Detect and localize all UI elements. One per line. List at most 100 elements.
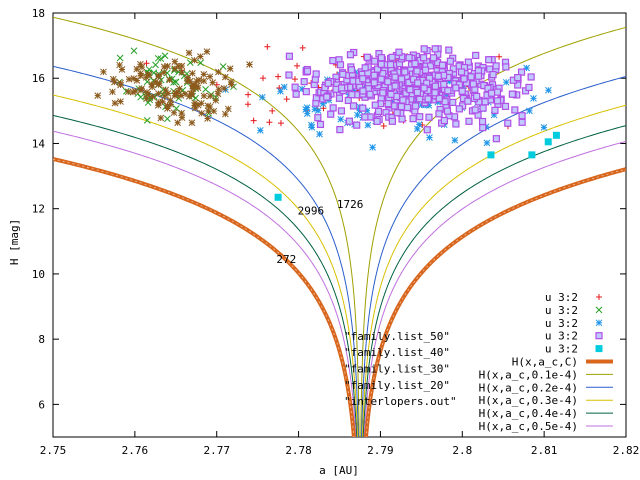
data-point-cross — [161, 52, 169, 60]
data-point-box — [484, 84, 492, 93]
data-point-star — [142, 74, 150, 81]
data-point-box — [425, 113, 433, 121]
data-point-star — [109, 88, 116, 96]
data-point-star — [138, 85, 146, 92]
data-point-star — [178, 62, 186, 70]
data-point-box — [413, 88, 422, 97]
data-point-box — [452, 120, 460, 128]
data-point-star — [144, 90, 152, 98]
legend: u 3:2u 3:2u 3:2u 3:2u 3:2H(x,a_c,C)H(x,a… — [479, 291, 613, 433]
data-point-star — [200, 71, 208, 78]
data-point-box — [411, 102, 420, 110]
data-point-star — [181, 90, 189, 98]
family-file-label: "family.list_20" — [344, 379, 450, 392]
data-point-box — [300, 78, 308, 86]
data-point-filled-box — [487, 151, 495, 159]
data-point-star — [214, 90, 222, 98]
y-tick-label: 12 — [32, 203, 45, 216]
data-point-star — [246, 61, 253, 68]
data-point-star — [117, 98, 124, 105]
data-point-box — [348, 91, 356, 99]
data-point-box — [323, 93, 331, 101]
data-point-star — [143, 95, 150, 102]
data-point-star — [314, 107, 322, 115]
data-point-plus — [277, 120, 284, 127]
x-tick-label: 2.81 — [531, 444, 558, 457]
y-tick-label: 6 — [38, 398, 45, 411]
data-point-star — [159, 98, 166, 106]
data-point-star — [206, 103, 214, 111]
data-point-cross — [152, 61, 159, 69]
data-point-box — [440, 80, 448, 88]
data-point-star — [155, 72, 162, 80]
data-point-star — [184, 74, 192, 81]
data-point-star — [118, 66, 126, 73]
data-point-star — [189, 80, 197, 88]
data-point-filled-box — [544, 138, 552, 146]
data-point-star — [116, 61, 123, 69]
data-point-star — [160, 69, 168, 77]
data-point-star — [200, 92, 208, 100]
data-point-box — [478, 117, 487, 126]
data-point-box — [387, 90, 395, 98]
data-point-box — [359, 87, 367, 95]
data-point-star — [177, 92, 185, 99]
data-point-star — [154, 102, 162, 109]
data-point-star — [316, 130, 323, 138]
data-point-box — [406, 86, 414, 94]
data-point-box — [398, 115, 406, 123]
data-point-plus — [291, 76, 298, 83]
data-point-box — [479, 124, 487, 132]
data-point-box — [339, 70, 347, 78]
data-point-box — [502, 63, 510, 71]
data-point-box — [292, 90, 300, 98]
data-point-star — [200, 77, 208, 85]
data-point-box — [460, 75, 468, 83]
data-point-plus — [264, 43, 271, 50]
data-point-star — [224, 105, 232, 113]
data-point-star — [152, 78, 159, 86]
data-point-star — [298, 85, 306, 93]
data-point-star — [117, 79, 124, 87]
data-point-box — [423, 126, 431, 134]
data-point-star — [157, 114, 165, 122]
data-point-star — [350, 87, 357, 95]
legend-label: H(x,a_c,0.2e-4) — [479, 381, 578, 394]
legend-label: u 3:2 — [545, 317, 578, 330]
data-point-star — [280, 83, 288, 91]
data-point-star — [196, 53, 204, 60]
legend-label: H(x,a_c,0.4e-4) — [479, 407, 578, 420]
data-point-box — [444, 87, 452, 95]
data-point-plus — [275, 73, 282, 80]
data-point-star — [174, 119, 182, 127]
family-file-label: "family.list_50" — [344, 330, 450, 343]
axis-titles: a [AU] H [mag] — [8, 219, 359, 477]
curve-H-5 — [53, 130, 357, 437]
data-point-star — [191, 56, 198, 64]
data-point-box — [393, 109, 401, 117]
curve-H-1 — [53, 16, 360, 437]
data-point-box — [349, 102, 358, 110]
data-point-star — [185, 49, 193, 57]
scatter-points — [94, 43, 560, 201]
data-point-star — [212, 97, 220, 104]
data-point-plus — [266, 119, 273, 126]
data-point-star — [530, 95, 537, 102]
data-point-box — [373, 65, 382, 73]
data-point-box — [361, 64, 369, 72]
data-point-star — [227, 78, 235, 86]
data-point-box — [471, 106, 479, 114]
data-point-star — [363, 107, 371, 115]
data-point-box — [327, 110, 335, 118]
data-point-box — [401, 68, 409, 76]
data-point-box — [469, 80, 477, 88]
data-point-box — [514, 81, 522, 89]
point-labels: 272 2996 1726 "family.list_50" "family.list_… — [276, 198, 456, 408]
data-point-star — [111, 78, 118, 86]
data-point-star — [215, 68, 222, 76]
data-point-box — [405, 53, 413, 62]
data-point-star — [204, 115, 211, 122]
legend-marker-plus — [596, 294, 602, 300]
data-point-cross — [143, 117, 151, 124]
